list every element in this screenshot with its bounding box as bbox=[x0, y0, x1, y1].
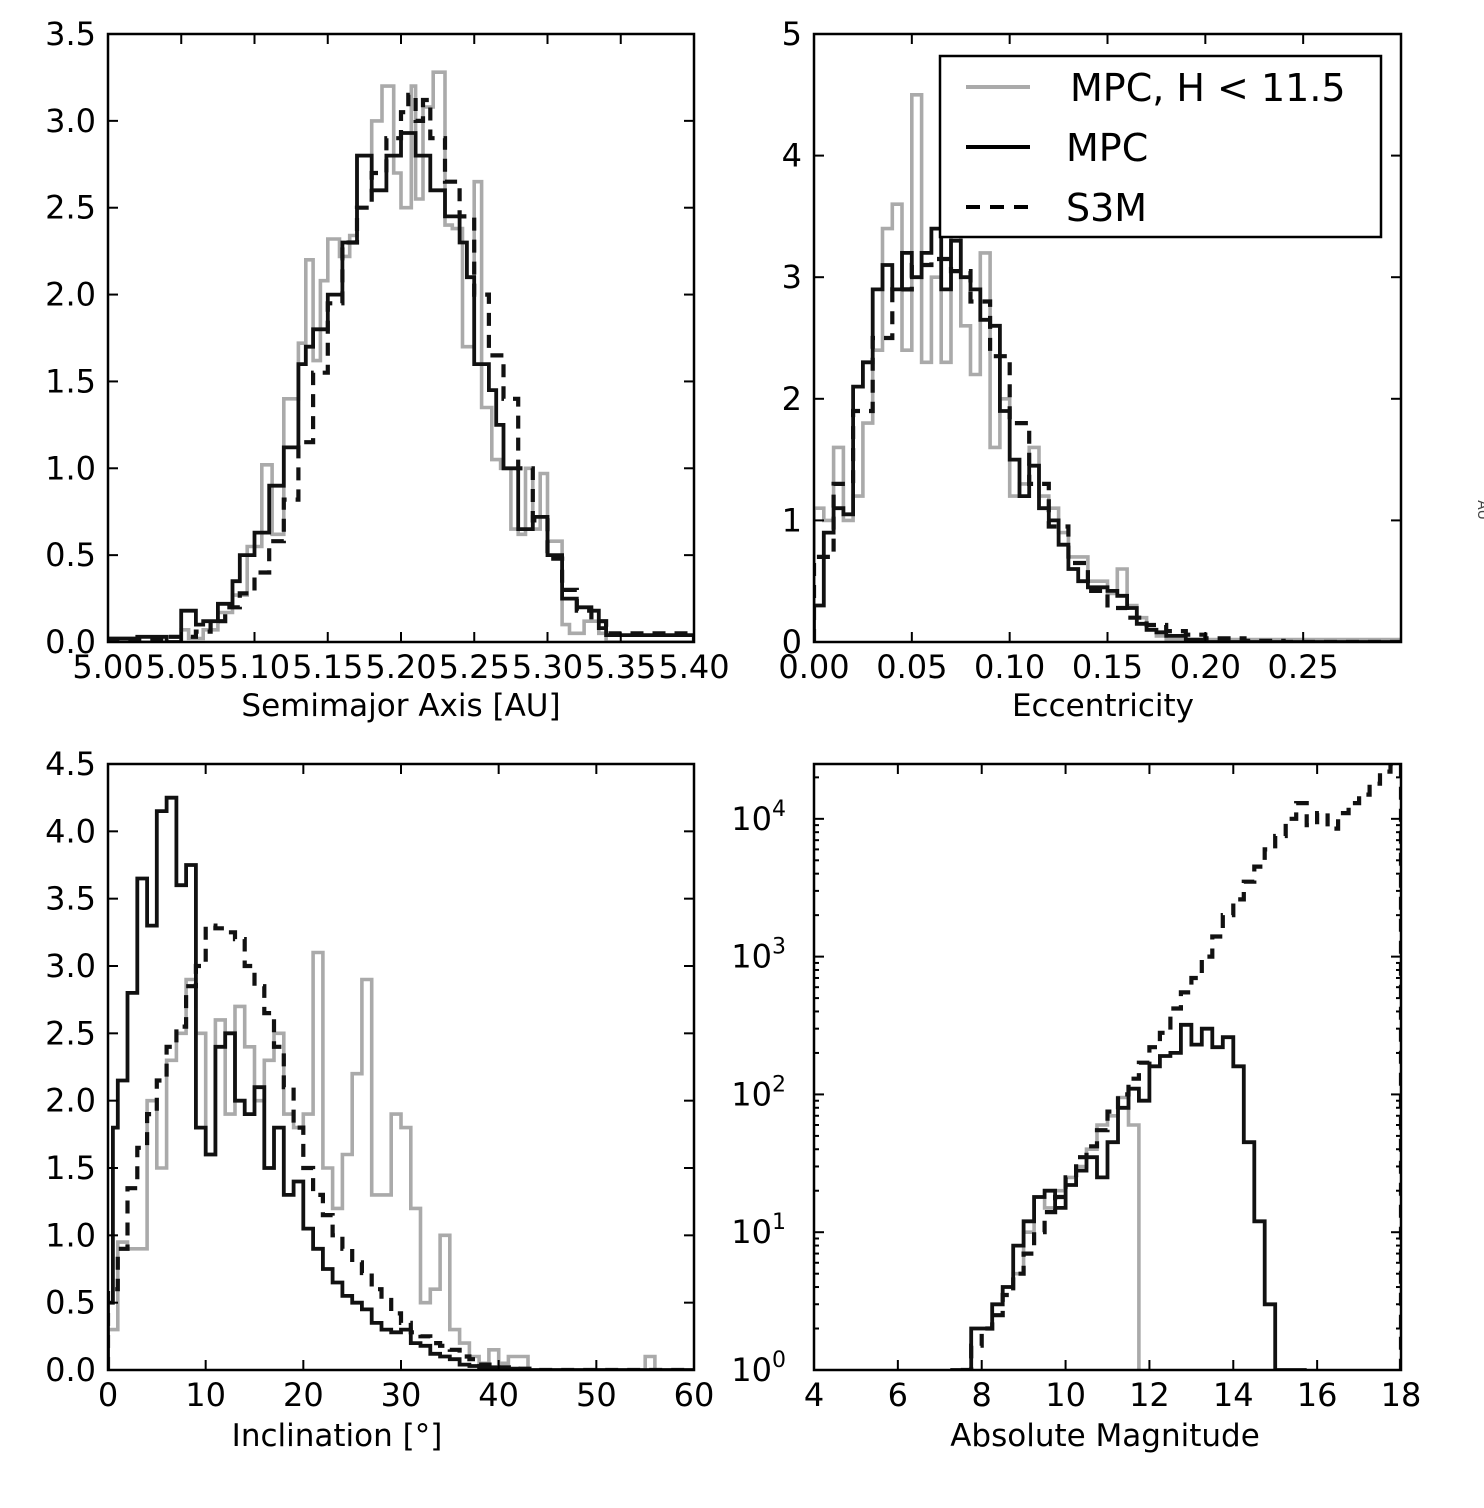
x-tick-label: 0.20 bbox=[1170, 648, 1241, 686]
y-tick-label: 0.0 bbox=[45, 623, 96, 661]
x-tick-label: 5.05 bbox=[146, 648, 217, 686]
x-tick-label: 5.20 bbox=[365, 648, 436, 686]
y-tick-label: 5 bbox=[782, 15, 802, 53]
legend-label: MPC bbox=[1066, 126, 1148, 170]
y-tick-label: 3.0 bbox=[45, 947, 96, 985]
y-tick-label: 0.0 bbox=[45, 1351, 96, 1389]
x-tick-label: 5.40 bbox=[658, 648, 729, 686]
panel-inclination: Inclination [°] 0 10 20 30 40 50 60 0.0 0.5 1.0 1.… bbox=[45, 745, 714, 1454]
x-axis-label: Semimajor Axis [AU] bbox=[241, 688, 560, 724]
x-tick-label: 12 bbox=[1129, 1376, 1170, 1414]
x-tick-label: 14 bbox=[1213, 1376, 1254, 1414]
y-tick-label: 2.5 bbox=[45, 1014, 96, 1052]
x-axis-label: Inclination [°] bbox=[232, 1418, 443, 1454]
x-tick-label: 5.10 bbox=[219, 648, 290, 686]
series-solid-step bbox=[108, 131, 694, 642]
panel-semimajor-axis: Semimajor Axis [AU] 5.00 5.05 5.10 5.15 5.20… bbox=[45, 15, 730, 724]
x-tick-label: 0.25 bbox=[1268, 648, 1339, 686]
y-tick-label: 4 bbox=[782, 137, 802, 175]
y-tick-label: 100 bbox=[731, 1348, 786, 1389]
y-tick-label: 3 bbox=[782, 258, 802, 296]
series-group bbox=[950, 764, 1401, 1370]
x-axis-label: Absolute Magnitude bbox=[950, 1418, 1260, 1454]
x-tick-label: 10 bbox=[1045, 1376, 1086, 1414]
y-tick-exponent: 4 bbox=[772, 797, 786, 822]
y-tick-label: 1 bbox=[782, 501, 802, 539]
y-tick-label: 1.5 bbox=[45, 1149, 96, 1187]
margin-note: AU bbox=[1474, 500, 1484, 520]
series-group bbox=[108, 70, 694, 642]
x-tick-label: 30 bbox=[381, 1376, 422, 1414]
y-tick-label: 4.5 bbox=[45, 745, 96, 783]
x-tick-label: 16 bbox=[1297, 1376, 1338, 1414]
y-tick-label: 1.5 bbox=[45, 362, 96, 400]
y-tick-label: 2.0 bbox=[45, 1082, 96, 1120]
y-tick-label: 2.5 bbox=[45, 189, 96, 227]
y-tick-label: 101 bbox=[731, 1210, 786, 1251]
x-tick-label: 60 bbox=[674, 1376, 715, 1414]
series-dashed-step bbox=[108, 923, 694, 1370]
x-tick-label: 5.00 bbox=[72, 648, 143, 686]
x-tick-label: 0.00 bbox=[778, 648, 849, 686]
x-tick-label: 0 bbox=[98, 1376, 118, 1414]
y-tick-label: 103 bbox=[731, 935, 786, 976]
x-tick-label: 5.25 bbox=[439, 648, 510, 686]
y-tick-label: 0 bbox=[782, 623, 802, 661]
legend-label: MPC, H < 11.5 bbox=[1070, 66, 1346, 110]
y-tick-label: 102 bbox=[731, 1072, 786, 1113]
x-tick-label: 0.05 bbox=[876, 648, 947, 686]
series-solid-step bbox=[814, 226, 1401, 642]
y-tick-label: 0.5 bbox=[45, 1284, 96, 1322]
y-tick-label: 104 bbox=[731, 797, 786, 838]
y-tick-label: 3.0 bbox=[45, 102, 96, 140]
y-tick-label: 1.0 bbox=[45, 449, 96, 487]
series-group bbox=[108, 795, 694, 1370]
x-tick-label: 20 bbox=[283, 1376, 324, 1414]
x-tick-label: 10 bbox=[185, 1376, 226, 1414]
y-tick-exponent: 0 bbox=[772, 1348, 786, 1373]
panel-absolute-magnitude: Absolute Magnitude 4 6 8 10 12 14 16 1810010110… bbox=[731, 762, 1422, 1454]
plot-frame bbox=[106, 32, 696, 644]
x-tick-label: 5.15 bbox=[292, 648, 363, 686]
y-tick-label: 2.0 bbox=[45, 276, 96, 314]
series-gray-step bbox=[108, 70, 694, 642]
x-tick-label: 0.15 bbox=[1072, 648, 1143, 686]
x-tick-label: 18 bbox=[1381, 1376, 1422, 1414]
x-tick-label: 40 bbox=[478, 1376, 519, 1414]
x-tick-label: 8 bbox=[972, 1376, 992, 1414]
series-dashed-step bbox=[960, 764, 1401, 1370]
series-dashed-step bbox=[108, 92, 694, 642]
x-tick-label: 6 bbox=[888, 1376, 908, 1414]
y-tick-exponent: 2 bbox=[772, 1072, 786, 1097]
y-tick-label: 3.5 bbox=[45, 880, 96, 918]
x-axis-label: Eccentricity bbox=[1012, 688, 1194, 724]
x-tick-label: 4 bbox=[804, 1376, 824, 1414]
legend-label: S3M bbox=[1066, 186, 1147, 230]
series-solid-step bbox=[950, 1022, 1307, 1370]
panel-eccentricity: Eccentricity 0.00 0.05 0.10 0.15 0.20 0.25 0 1 2… bbox=[778, 15, 1403, 724]
x-tick-label: 5.35 bbox=[585, 648, 656, 686]
y-tick-exponent: 3 bbox=[772, 935, 786, 960]
series-solid-step bbox=[108, 795, 694, 1370]
y-tick-exponent: 1 bbox=[772, 1210, 786, 1235]
legend: MPC, H < 11.5 MPC S3M bbox=[938, 54, 1383, 239]
series-group bbox=[814, 93, 1401, 642]
x-tick-label: 5.30 bbox=[512, 648, 583, 686]
x-tick-label: 0.10 bbox=[974, 648, 1045, 686]
y-tick-label: 2 bbox=[782, 380, 802, 418]
y-tick-label: 3.5 bbox=[45, 15, 96, 53]
y-tick-label: 0.5 bbox=[45, 536, 96, 574]
plot-frame bbox=[812, 762, 1403, 1372]
x-tick-label: 50 bbox=[576, 1376, 617, 1414]
y-tick-label: 4.0 bbox=[45, 812, 96, 850]
y-tick-label: 1.0 bbox=[45, 1216, 96, 1254]
